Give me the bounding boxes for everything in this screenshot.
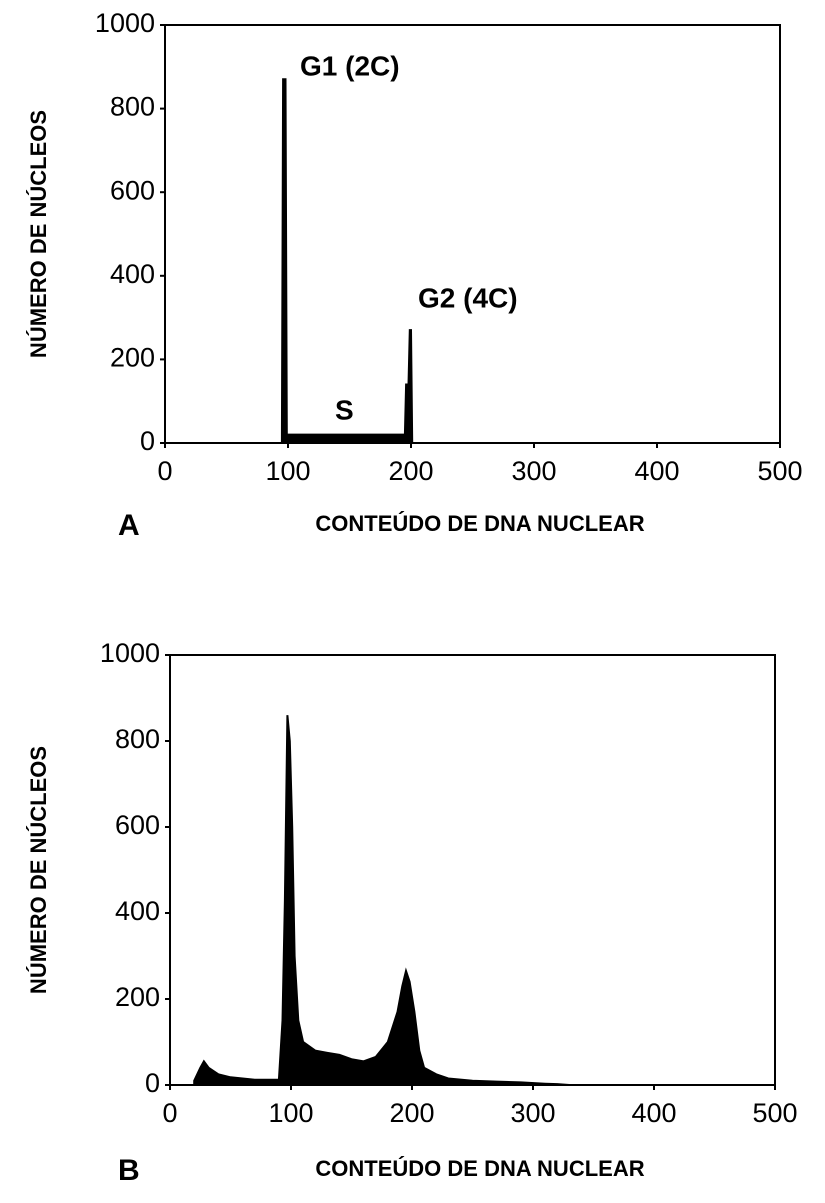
- x-axis-title: CONTEÚDO DE DNA NUCLEAR: [315, 511, 644, 536]
- y-tick-label: 800: [115, 724, 160, 754]
- y-tick-label: 600: [110, 175, 155, 205]
- y-tick-label: 0: [145, 1068, 160, 1098]
- y-tick-label: 0: [140, 426, 155, 456]
- y-tick-label: 800: [110, 92, 155, 122]
- x-tick-label: 0: [162, 1098, 177, 1128]
- x-tick-label: 0: [157, 456, 172, 486]
- annotation: G2 (4C): [418, 282, 518, 313]
- y-tick-label: 200: [110, 343, 155, 373]
- x-tick-label: 200: [388, 456, 433, 486]
- y-axis-title: NÚMERO DE NÚCLEOS: [26, 110, 51, 358]
- histogram-area: [280, 78, 414, 444]
- y-tick-label: 600: [115, 810, 160, 840]
- x-tick-label: 100: [268, 1098, 313, 1128]
- x-tick-label: 200: [389, 1098, 434, 1128]
- annotation: S: [335, 394, 354, 425]
- x-tick-label: 100: [265, 456, 310, 486]
- x-tick-label: 300: [511, 456, 556, 486]
- x-tick-label: 500: [752, 1098, 797, 1128]
- x-tick-label: 400: [631, 1098, 676, 1128]
- y-axis-title: NÚMERO DE NÚCLEOS: [26, 746, 51, 994]
- plot-frame: [164, 24, 781, 444]
- x-tick-label: 500: [757, 456, 802, 486]
- annotation: G1 (2C): [300, 50, 400, 81]
- panel-label: B: [118, 1154, 140, 1187]
- histogram-area: [193, 715, 570, 1086]
- y-tick-label: 1000: [95, 8, 155, 38]
- y-tick-label: 400: [115, 896, 160, 926]
- y-tick-label: 400: [110, 259, 155, 289]
- panel-label: A: [118, 509, 140, 542]
- x-tick-label: 400: [634, 456, 679, 486]
- plot-frame: [169, 654, 776, 1086]
- y-tick-label: 200: [115, 982, 160, 1012]
- x-axis-title: CONTEÚDO DE DNA NUCLEAR: [315, 1156, 644, 1181]
- x-tick-label: 300: [510, 1098, 555, 1128]
- y-tick-label: 1000: [100, 638, 160, 668]
